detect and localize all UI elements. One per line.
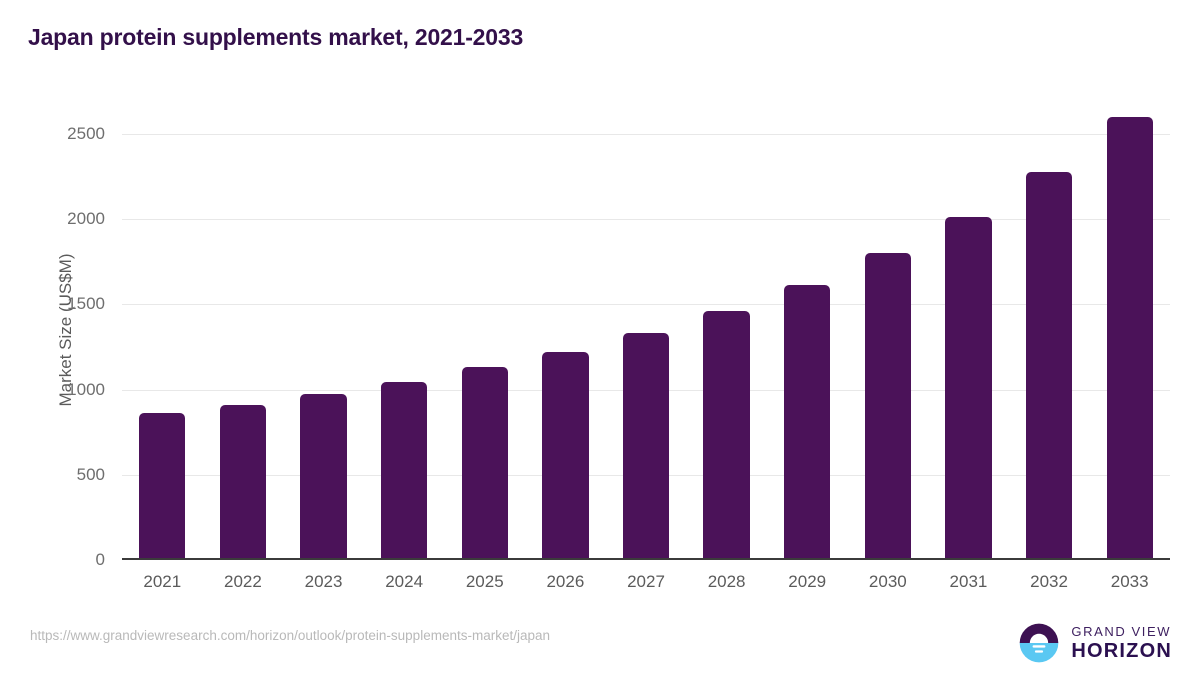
gridline: [122, 134, 1170, 136]
x-axis-tick-label: 2033: [1110, 572, 1149, 591]
bar[interactable]: [542, 351, 589, 560]
bar[interactable]: [380, 381, 428, 560]
bar[interactable]: [300, 393, 347, 560]
y-axis-tick-label: 500: [76, 464, 105, 484]
gridline: [122, 219, 1170, 221]
x-axis-tick-label: 2023: [304, 572, 343, 591]
x-axis-tick-label: 2031: [949, 572, 988, 591]
y-axis-tick-label: 1000: [67, 379, 105, 399]
x-axis-tick-labels: 2021 2022 2023 2024 2025 2026 2027 2028 2029 2030…: [122, 572, 1170, 600]
y-axis-tick-label: 2500: [67, 124, 105, 144]
y-axis-tick-label: 2000: [67, 209, 105, 229]
y-axis-tick-label: 1500: [67, 294, 105, 314]
x-axis-tick-label: 2021: [143, 572, 182, 591]
horizon-circle-icon: [1020, 623, 1059, 663]
x-axis-tick-label: 2028: [707, 572, 746, 591]
logo-line-2: HORIZON: [1071, 640, 1172, 662]
x-axis-tick-label: 2032: [1030, 572, 1068, 591]
bar[interactable]: [1106, 117, 1153, 560]
bar-series: [122, 100, 1170, 560]
bar[interactable]: [461, 367, 508, 560]
bar[interactable]: [139, 412, 186, 560]
bar[interactable]: [864, 253, 911, 560]
x-axis-tick-label: 2025: [465, 572, 504, 591]
x-axis-tick-label: 2024: [385, 572, 424, 591]
bar[interactable]: [219, 404, 267, 560]
brand-logo: GRAND VIEW HORIZON: [1016, 620, 1172, 666]
bar[interactable]: [1025, 171, 1073, 560]
bar[interactable]: [622, 333, 670, 560]
page-title: Japan protein supplements market, 2021-2…: [28, 24, 524, 50]
bar[interactable]: [784, 285, 831, 560]
source-url[interactable]: https://www.grandviewresearch.com/horizo…: [30, 628, 551, 643]
logo-line-1: GRAND VIEW: [1071, 624, 1172, 639]
bar[interactable]: [703, 311, 750, 560]
x-axis-tick-label: 2029: [788, 572, 827, 591]
x-axis-tick-label: 2030: [868, 572, 907, 591]
x-axis-line: [122, 558, 1170, 560]
plot-area: [122, 100, 1170, 560]
y-axis-tick-label: 0: [95, 550, 105, 569]
x-axis-tick-label: 2026: [546, 572, 585, 591]
bar[interactable]: [945, 216, 992, 560]
gridline: [122, 304, 1170, 306]
x-axis-tick-label: 2022: [224, 572, 262, 591]
y-axis-tick-labels: 0 500 1000 1500 2000 2500: [0, 100, 105, 569]
x-axis-tick-label: 2027: [627, 572, 665, 591]
logo-wordmark: GRAND VIEW HORIZON: [1071, 625, 1172, 661]
